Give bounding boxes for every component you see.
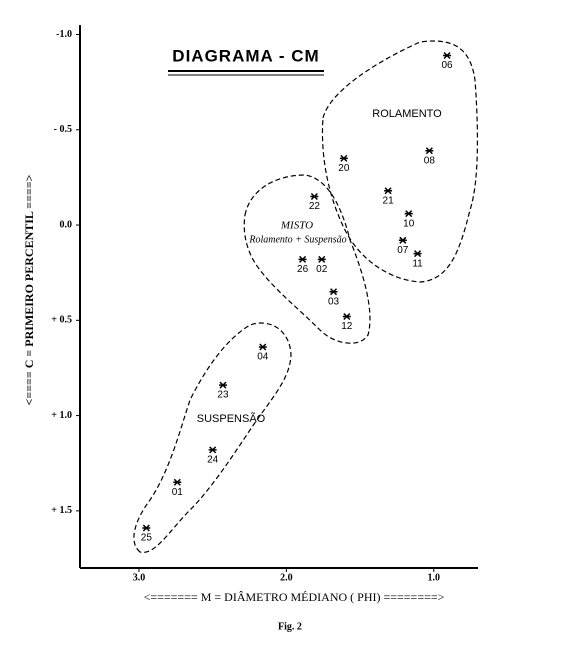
- y-tick-label: + 0.5: [51, 315, 72, 326]
- point-label: 25: [141, 533, 153, 544]
- data-point: [339, 154, 348, 162]
- x-tick-label: 3.0: [133, 572, 146, 583]
- data-point: [258, 343, 267, 351]
- y-tick-label: + 1.5: [51, 505, 72, 516]
- x-tick-label: 2.0: [280, 572, 293, 583]
- point-label: 11: [412, 258, 423, 269]
- annotation: ROLAMENTO: [372, 108, 442, 120]
- y-tick-label: + 1.0: [51, 410, 72, 421]
- data-point: [443, 51, 452, 60]
- annotation: SUSPENSÃO: [197, 412, 266, 425]
- data-point: [398, 236, 407, 244]
- data-point: [342, 312, 351, 321]
- point-label: 08: [424, 155, 436, 166]
- point-label: 23: [217, 390, 229, 401]
- point-label: 21: [383, 195, 395, 206]
- data-point: [413, 250, 422, 258]
- y-tick-label: - 0.5: [54, 124, 72, 135]
- data-point: [173, 478, 182, 486]
- point-label: 03: [328, 296, 340, 307]
- annotation: MISTO: [280, 220, 313, 232]
- suspensao-envelope: [133, 322, 292, 553]
- point-label: 24: [207, 455, 219, 466]
- chart-title: DIAGRAMA - CM: [172, 46, 319, 65]
- data-point: [208, 446, 217, 454]
- data-point: [317, 255, 326, 263]
- rolamento-envelope: [321, 40, 479, 283]
- data-point: [404, 210, 413, 218]
- point-label: 01: [172, 487, 184, 498]
- point-label: 26: [297, 264, 309, 275]
- misto-envelope: [243, 174, 371, 344]
- data-point: [425, 147, 434, 155]
- data-point: [142, 524, 151, 532]
- point-label: 20: [338, 163, 350, 174]
- data-point: [384, 187, 393, 195]
- x-axis-label: <======= M = DIÂMETRO MÉDIANO ( PHI) ===…: [144, 590, 445, 604]
- point-label: 10: [403, 218, 415, 229]
- point-label: 04: [257, 352, 269, 363]
- data-point: [329, 288, 338, 296]
- point-label: 12: [341, 321, 353, 332]
- data-point: [310, 192, 319, 201]
- point-label: 07: [397, 245, 409, 256]
- y-axis-label: <==== C = PRIMEIRO PERCENTIL ====>: [22, 174, 36, 405]
- caption: Fig. 2: [278, 621, 302, 632]
- point-label: 02: [316, 264, 328, 275]
- point-label: 22: [309, 201, 321, 212]
- data-point: [298, 255, 307, 263]
- y-tick-label: -1.0: [56, 29, 72, 40]
- annotation: Rolamento + Suspensão: [248, 234, 346, 245]
- y-tick-label: 0.0: [60, 219, 73, 230]
- point-label: 06: [441, 60, 453, 71]
- data-point: [218, 381, 227, 389]
- x-tick-label: 1.0: [428, 572, 441, 583]
